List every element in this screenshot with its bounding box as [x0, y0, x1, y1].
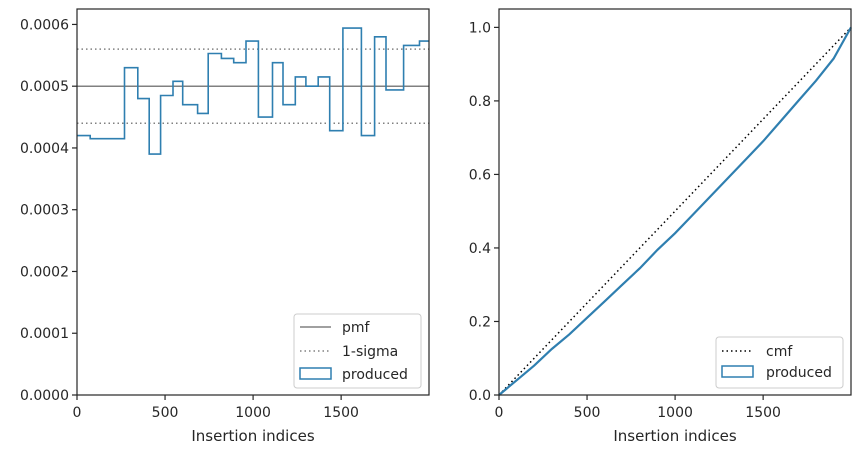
cmf-chart-xlabel: Insertion indices: [613, 427, 736, 445]
y-tick-label: 0.0: [469, 388, 491, 404]
legend-label-cmf: cmf: [766, 344, 793, 360]
legend-label-pmf: pmf: [342, 320, 371, 336]
y-tick-label: 0.0005: [20, 79, 69, 95]
y-tick-label: 0.2: [469, 314, 491, 330]
produced-step-line: [77, 27, 429, 155]
x-tick-label: 500: [152, 405, 179, 421]
y-tick-label: 0.0001: [20, 326, 69, 342]
cmf-chart: 0 500 1000 1500 0.0 0.2 0.4 0.6 0.8 1.0 Insertion…: [469, 8, 852, 445]
x-tick-label: 0: [73, 405, 82, 421]
x-tick-label: 1500: [323, 405, 359, 421]
y-tick-label: 0.0006: [20, 17, 69, 33]
pmf-chart-legend: pmf 1-sigma produced: [293, 313, 422, 389]
pmf-chart-xlabel: Insertion indices: [191, 427, 314, 445]
y-tick-label: 0.6: [469, 167, 491, 183]
legend-swatch-produced: [721, 365, 754, 378]
y-tick-label: 0.4: [469, 241, 491, 257]
y-tick-label: 0.0000: [20, 388, 69, 404]
legend-swatch-produced: [299, 367, 332, 380]
pmf-chart: 0 500 1000 1500 0.0000 0.0001 0.0002 0.0003 0.00…: [20, 8, 430, 445]
y-tick-label: 0.0002: [20, 264, 69, 280]
x-tick-label: 1000: [657, 405, 693, 421]
cmf-chart-marks: [498, 26, 852, 396]
legend-box: [715, 336, 844, 389]
produced-cumulative-line: [498, 26, 852, 396]
legend-label-produced: produced: [766, 365, 832, 381]
y-tick-label: 0.0004: [20, 141, 69, 157]
legend-box: [293, 313, 422, 389]
y-tick-label: 1.0: [469, 20, 491, 36]
legend-label-sigma: 1-sigma: [342, 344, 398, 360]
cmf-line: [498, 26, 852, 396]
x-tick-label: 0: [495, 405, 504, 421]
cmf-chart-ticks: 0 500 1000 1500 0.0 0.2 0.4 0.6 0.8 1.0: [469, 20, 781, 421]
legend-label-produced: produced: [342, 367, 408, 383]
x-tick-label: 1500: [745, 405, 781, 421]
y-tick-label: 0.8: [469, 94, 491, 110]
pmf-chart-ticks: 0 500 1000 1500 0.0000 0.0001 0.0002 0.0003 0.00…: [20, 17, 359, 421]
x-tick-label: 1000: [235, 405, 271, 421]
pmf-chart-marks: [77, 27, 429, 155]
y-tick-label: 0.0003: [20, 203, 69, 219]
cmf-chart-legend: cmf produced: [715, 336, 844, 389]
x-tick-label: 500: [574, 405, 601, 421]
